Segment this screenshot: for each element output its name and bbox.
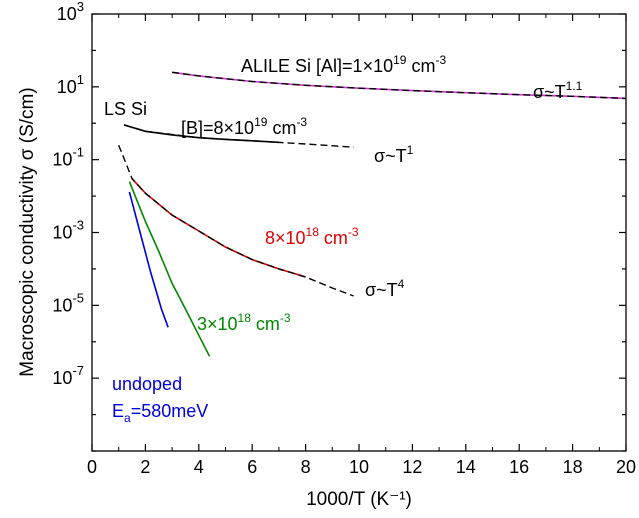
series-line-5 — [118, 144, 354, 297]
series-line-1 — [172, 71, 627, 100]
annotation-power-4: σ~T4 — [365, 277, 405, 300]
y-axis-label: Macroscopic conductivity σ (S/cm) — [17, 87, 38, 376]
y-tick-label: 101 — [57, 72, 84, 97]
x-tick-label: 16 — [509, 457, 529, 477]
x-tick-label: 10 — [349, 457, 369, 477]
x-tick-label: 18 — [563, 457, 583, 477]
annotation-alile: ALILE Si [Al]=1×1019 cm-3 — [241, 53, 446, 76]
y-tick-label: 10-3 — [52, 218, 84, 243]
annotation-boron: [B]=8×1019 cm-3 — [181, 115, 307, 138]
x-tick-label: 8 — [301, 457, 311, 477]
y-tick-label: 103 — [57, 0, 84, 24]
x-tick-label: 4 — [194, 457, 204, 477]
series-line-7 — [128, 191, 169, 328]
x-tick-label: 12 — [402, 457, 422, 477]
x-tick-label: 6 — [247, 457, 257, 477]
annotation-power-1-1: σ~T1.1 — [533, 79, 583, 102]
x-tick-label: 0 — [87, 457, 97, 477]
y-tick-label: 10-5 — [52, 290, 84, 315]
x-tick-label: 20 — [616, 457, 636, 477]
annotation-undoped: undoped — [112, 374, 182, 394]
series-line-3 — [123, 124, 354, 148]
annotation-activation-energy: Ea=580meV — [112, 401, 208, 425]
y-tick-label: 10-1 — [52, 145, 84, 170]
x-tick-label: 14 — [456, 457, 476, 477]
y-tick-label: 10-7 — [52, 363, 84, 388]
x-tick-label: 2 — [140, 457, 150, 477]
annotation-green-series: 3×1018 cm-3 — [197, 311, 291, 334]
series-line-6 — [128, 181, 211, 357]
x-axis-label: 1000/T (K⁻¹) — [306, 489, 412, 510]
annotation-ls-si: LS Si — [104, 99, 147, 119]
annotation-red-series: 8×1018 cm-3 — [265, 225, 359, 248]
annotation-power-1: σ~T1 — [374, 143, 414, 166]
